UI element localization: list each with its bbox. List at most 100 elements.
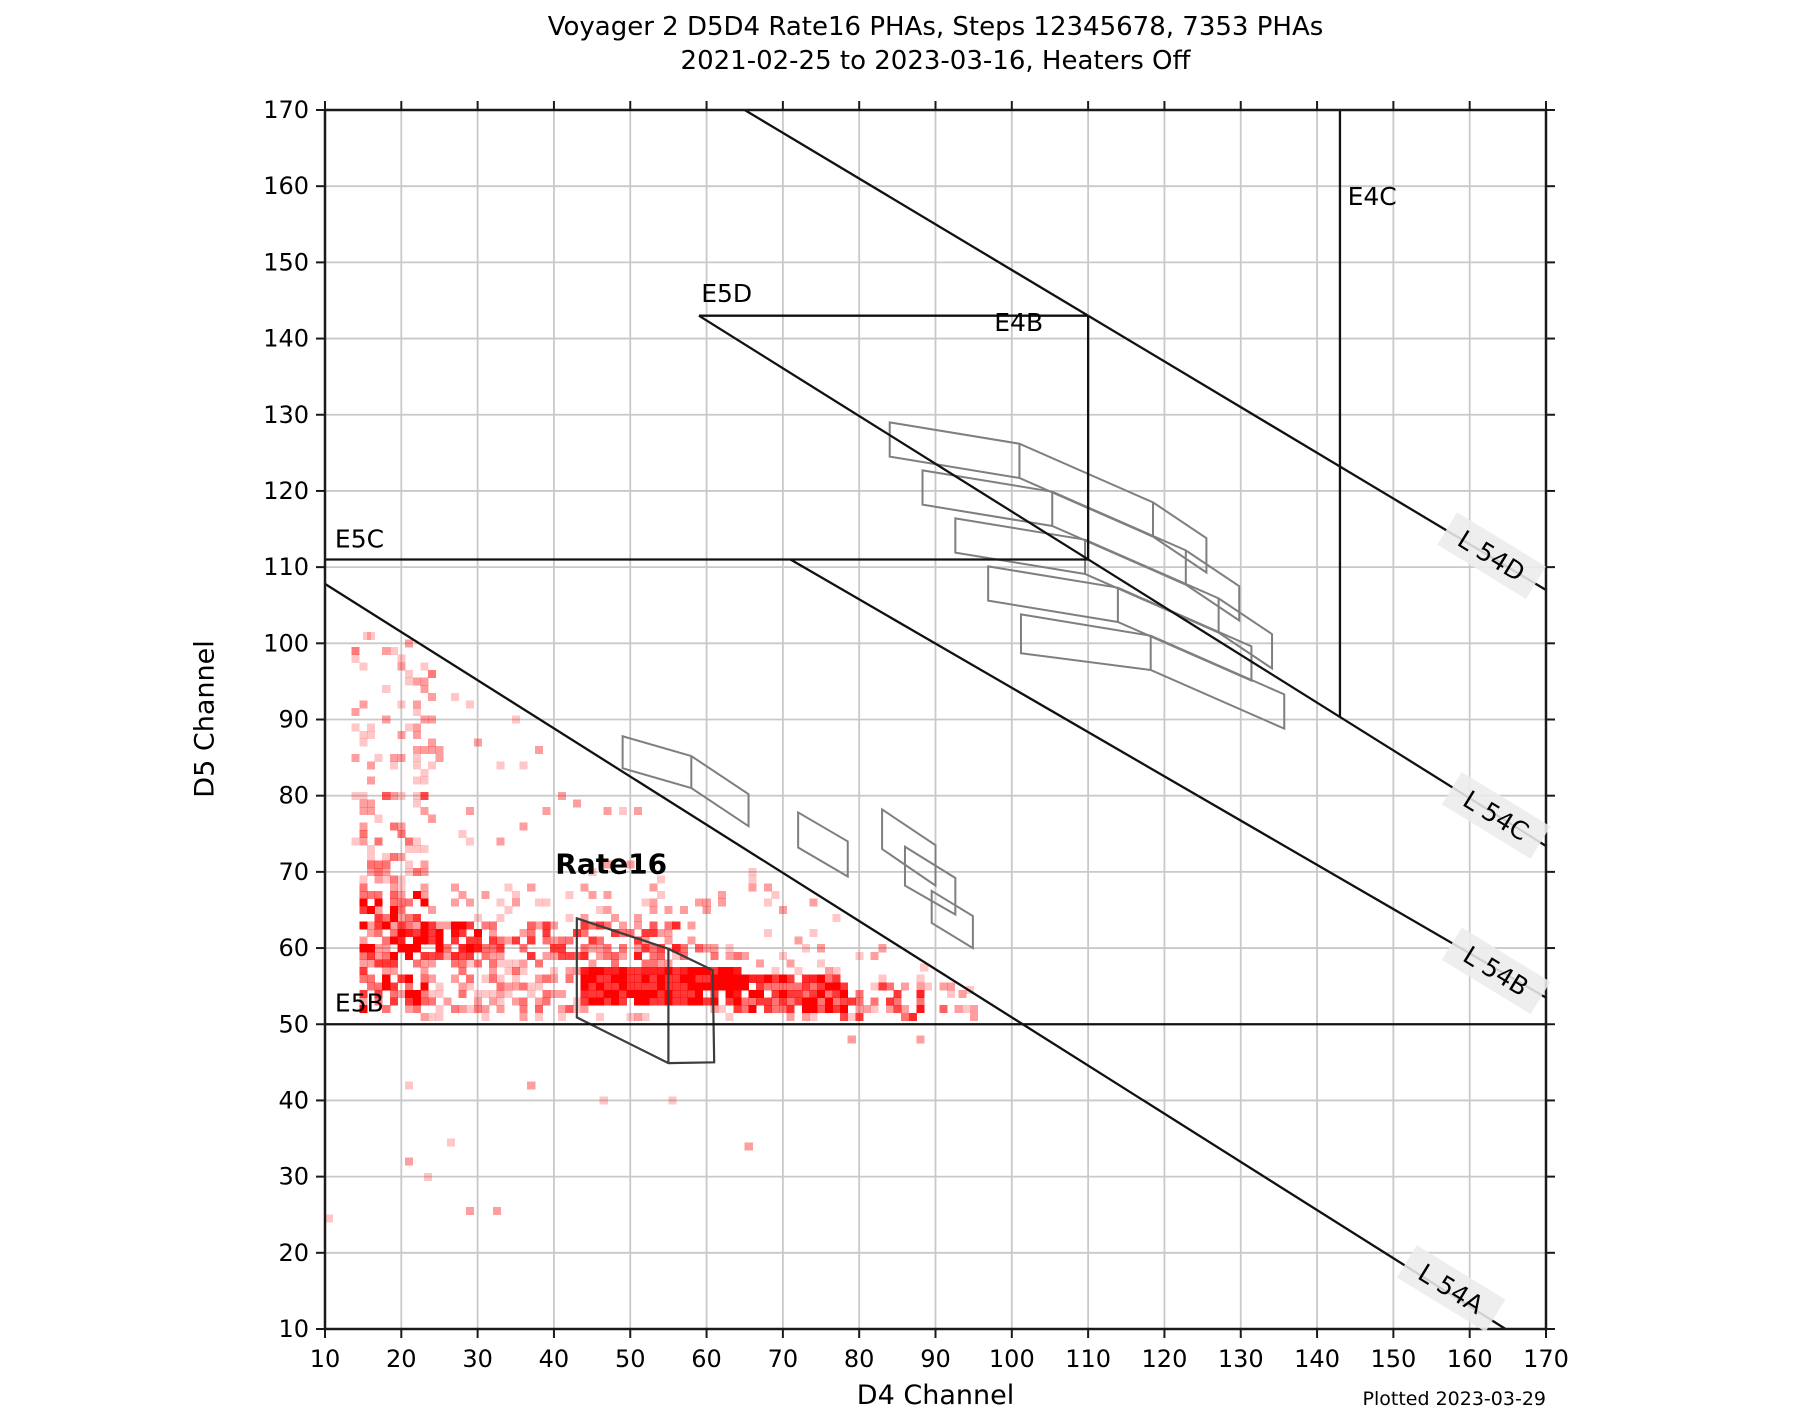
heat-bin [702, 967, 711, 976]
heat-bin [786, 997, 795, 1006]
heat-bin [428, 738, 437, 747]
heat-bin [557, 944, 566, 953]
heat-bin [748, 1005, 757, 1014]
heat-bin [382, 685, 391, 694]
heat-bin [771, 1005, 780, 1014]
heat-bin [466, 1005, 475, 1014]
heat-bin [664, 936, 673, 945]
heat-bin [489, 936, 498, 945]
heat-bin [527, 989, 536, 998]
heat-bin [473, 913, 482, 922]
heat-bin [351, 723, 360, 732]
heat-bin [405, 723, 414, 732]
heat-bin [428, 669, 437, 679]
heat-bin [389, 753, 398, 762]
heat-bin [550, 951, 559, 960]
heat-bin [565, 951, 574, 960]
heat-bin [473, 1005, 482, 1014]
heat-bin [679, 974, 688, 983]
heat-bin [641, 982, 650, 991]
heat-bin [725, 967, 734, 976]
heat-bin [634, 997, 643, 1006]
heat-bin [679, 989, 688, 998]
heat-bin [763, 974, 772, 983]
heat-bin [496, 974, 505, 983]
heat-bin [580, 1005, 589, 1014]
heat-bin [840, 1012, 849, 1021]
heat-bin [428, 1012, 437, 1021]
x-tick-label: 120 [1142, 1345, 1188, 1373]
heat-bin [908, 1012, 917, 1021]
heat-bin [458, 1005, 467, 1014]
heat-bin [840, 1005, 849, 1014]
heat-bin [595, 906, 604, 915]
x-tick-label: 40 [539, 1345, 570, 1373]
heat-bin [855, 1005, 864, 1014]
heat-bin [412, 700, 421, 709]
heat-bin [565, 890, 574, 899]
heat-bin [771, 982, 780, 991]
heat-bin [916, 1035, 925, 1044]
heat-bin [557, 951, 566, 960]
heat-bin [557, 951, 566, 960]
heat-bin [656, 944, 665, 953]
heat-bin [412, 989, 421, 998]
heat-bin [489, 959, 498, 968]
y-tick-label: 160 [263, 172, 309, 200]
heat-bin [740, 997, 749, 1006]
heat-bin [389, 822, 398, 831]
heat-bin [718, 898, 727, 907]
heat-bin [405, 837, 414, 846]
heat-bin [435, 944, 444, 953]
label-L54D-bg [1437, 512, 1546, 599]
heat-bin [389, 997, 398, 1006]
heat-bin [603, 807, 612, 816]
heat-bin [374, 997, 383, 1006]
heat-bin [969, 1012, 978, 1021]
label-L54D-group: L 54D [1437, 512, 1546, 599]
heat-bin [428, 814, 437, 823]
heat-bin [389, 936, 398, 945]
heat-bin [733, 974, 742, 983]
heat-bin [885, 1005, 894, 1014]
heat-bin [634, 944, 643, 953]
heat-bin [351, 647, 360, 656]
heat-bin [382, 791, 391, 800]
heat-bin [412, 936, 421, 945]
heat-bin [710, 951, 719, 960]
heat-bin [695, 989, 704, 998]
heat-bin [511, 967, 520, 976]
heat-bin [420, 769, 429, 778]
heat-bin [893, 997, 902, 1006]
heat-bin [702, 906, 711, 915]
heat-bin [618, 997, 627, 1006]
heat-bin [786, 959, 795, 968]
heat-bin [580, 913, 589, 922]
heat-bin [763, 1005, 772, 1014]
heat-bin [450, 951, 459, 960]
heat-bin [649, 982, 658, 991]
heat-bin [702, 898, 711, 907]
heat-bin [504, 989, 513, 998]
heat-bin [412, 959, 421, 968]
heat-bin [832, 997, 841, 1006]
heat-bin [389, 967, 398, 976]
heat-bin [458, 982, 467, 991]
heat-bin [359, 936, 368, 945]
heat-bin [603, 989, 612, 998]
x-axis-title: D4 Channel [856, 1380, 1015, 1411]
heat-bin [595, 936, 604, 945]
heat-bin [359, 837, 368, 846]
heat-bin [374, 913, 383, 922]
heat-bin [595, 989, 604, 998]
heat-bin [534, 997, 543, 1006]
heat-bin [649, 921, 658, 930]
heat-bin [374, 875, 383, 884]
heat-bin [489, 974, 498, 983]
heat-bin [603, 982, 612, 991]
heat-bin [496, 989, 505, 998]
heat-bin [481, 951, 490, 960]
heat-bin [656, 929, 665, 938]
heat-bin [809, 974, 818, 983]
heat-bin [611, 929, 620, 938]
